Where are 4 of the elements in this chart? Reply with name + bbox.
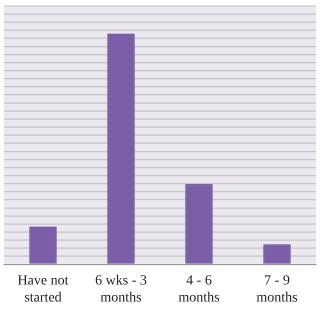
x-tick-label: 7 - 9 months (256, 273, 298, 306)
x-tick-label: 6 wks - 3 months (95, 273, 147, 306)
x-tick-label: 4 - 6 months (178, 273, 220, 306)
x-tick-label: Have not started (18, 273, 69, 306)
